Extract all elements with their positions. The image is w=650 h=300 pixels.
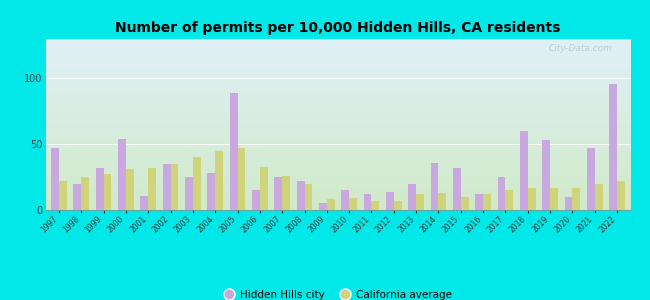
- Bar: [126, 169, 134, 210]
- Bar: [506, 190, 514, 210]
- Bar: [81, 177, 89, 210]
- Bar: [416, 194, 424, 210]
- Bar: [475, 194, 483, 210]
- Bar: [59, 181, 67, 210]
- Bar: [282, 176, 290, 210]
- Bar: [349, 198, 357, 210]
- Bar: [372, 201, 380, 210]
- Bar: [229, 93, 237, 210]
- Bar: [520, 131, 528, 210]
- Bar: [341, 190, 349, 210]
- Bar: [148, 168, 156, 210]
- Bar: [573, 188, 580, 210]
- Bar: [274, 177, 282, 210]
- Bar: [587, 148, 595, 210]
- Bar: [453, 168, 461, 210]
- Bar: [215, 151, 223, 210]
- Text: City-Data.com: City-Data.com: [549, 44, 613, 53]
- Bar: [140, 196, 148, 210]
- Bar: [528, 188, 536, 210]
- Bar: [260, 167, 268, 210]
- Bar: [617, 181, 625, 210]
- Bar: [193, 158, 201, 210]
- Bar: [431, 163, 439, 210]
- Bar: [304, 184, 312, 210]
- Bar: [394, 201, 402, 210]
- Bar: [542, 140, 550, 210]
- Bar: [162, 164, 170, 210]
- Bar: [498, 177, 506, 210]
- Bar: [483, 194, 491, 210]
- Bar: [96, 168, 103, 210]
- Bar: [73, 184, 81, 210]
- Bar: [319, 203, 327, 210]
- Bar: [408, 184, 416, 210]
- Bar: [595, 184, 603, 210]
- Bar: [207, 173, 215, 210]
- Bar: [364, 194, 372, 210]
- Bar: [296, 181, 304, 210]
- Bar: [237, 148, 245, 210]
- Bar: [51, 148, 59, 210]
- Bar: [386, 192, 394, 210]
- Bar: [565, 197, 573, 210]
- Bar: [327, 200, 335, 210]
- Bar: [461, 197, 469, 210]
- Bar: [185, 177, 193, 210]
- Bar: [252, 190, 260, 210]
- Bar: [550, 188, 558, 210]
- Bar: [118, 139, 126, 210]
- Bar: [103, 175, 111, 210]
- Legend: Hidden Hills city, California average: Hidden Hills city, California average: [220, 285, 456, 300]
- Bar: [609, 84, 617, 210]
- Bar: [170, 164, 178, 210]
- Bar: [439, 193, 447, 210]
- Title: Number of permits per 10,000 Hidden Hills, CA residents: Number of permits per 10,000 Hidden Hill…: [115, 21, 561, 35]
